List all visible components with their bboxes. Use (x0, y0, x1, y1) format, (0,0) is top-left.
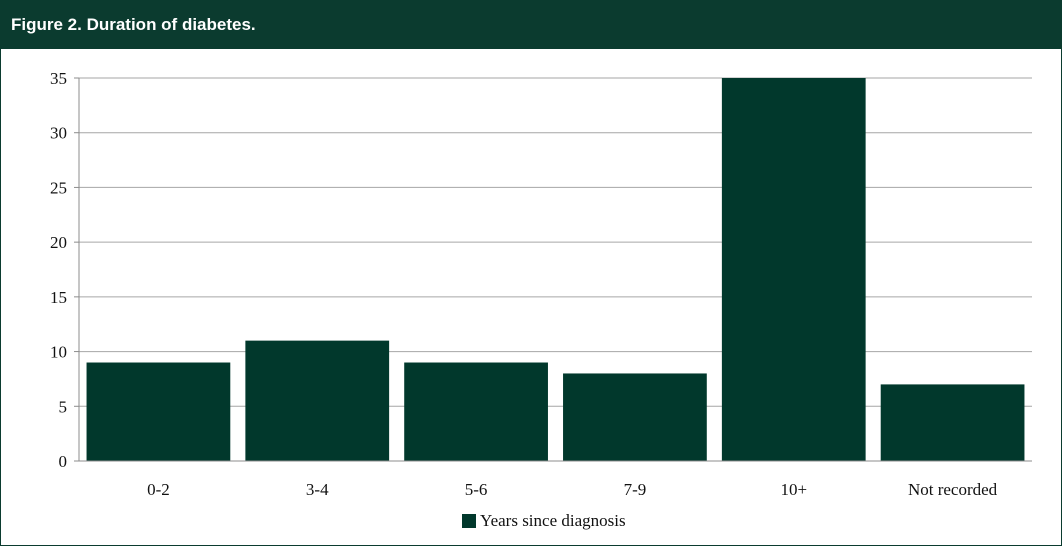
x-tick-label: 0-2 (147, 480, 170, 499)
x-tick-label: 10+ (780, 480, 807, 499)
x-tick-label: 3-4 (306, 480, 329, 499)
y-tick-label: 20 (50, 233, 67, 252)
y-tick-label: 30 (50, 124, 67, 143)
y-tick-label: 10 (50, 343, 67, 362)
legend-label: Years since diagnosis (480, 511, 626, 530)
bar-5-6 (404, 362, 548, 461)
tick-labels: 0 5 10 15 20 25 30 35 0-2 3-4 5-6 7-9 10+ Not recorde… (50, 69, 998, 499)
y-tick-label: 5 (59, 397, 68, 416)
bar-7-9 (563, 373, 707, 461)
x-tick-label: Not recorded (908, 480, 998, 499)
bar-10- (721, 78, 866, 461)
y-tick-label: 0 (59, 452, 68, 471)
y-tick-label: 15 (50, 288, 67, 307)
axes (74, 77, 1032, 462)
bar-3-4 (245, 340, 390, 461)
gridlines (79, 77, 1032, 407)
legend-swatch (462, 514, 476, 528)
y-tick-label: 35 (50, 69, 67, 88)
y-tick-label: 25 (50, 178, 67, 197)
figure-title: Figure 2. Duration of diabetes. (11, 15, 256, 34)
bar-not-recorded (880, 384, 1025, 461)
bar-0-2 (86, 362, 231, 461)
x-tick-label: 7-9 (624, 480, 647, 499)
x-tick-label: 5-6 (465, 480, 488, 499)
bars (86, 78, 1025, 461)
figure-title-bar: Figure 2. Duration of diabetes. (1, 1, 1062, 49)
legend: Years since diagnosis (462, 511, 626, 530)
